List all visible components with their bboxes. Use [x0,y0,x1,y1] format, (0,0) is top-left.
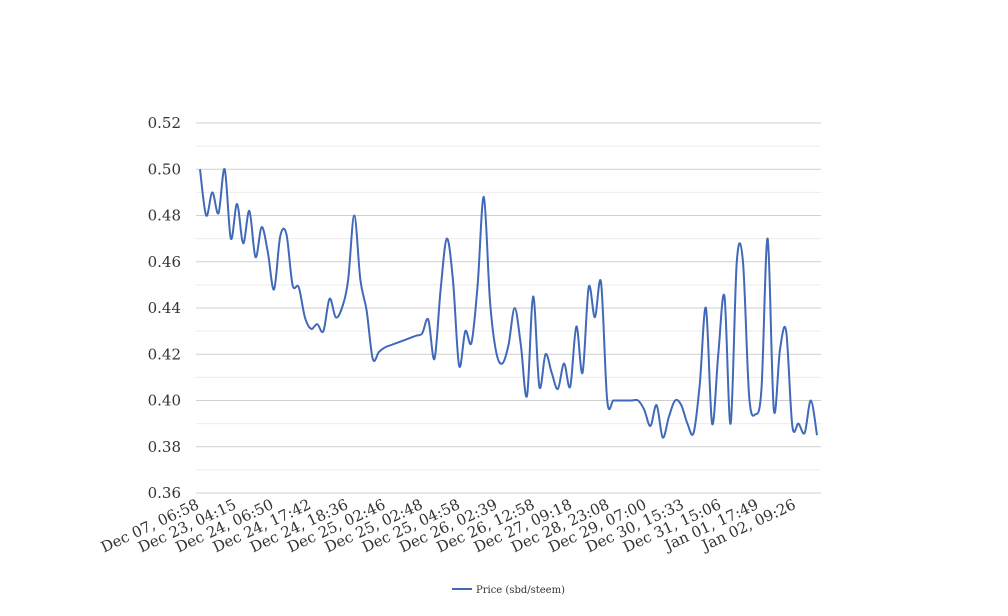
series-line [199,168,818,439]
grid-layer [196,122,821,494]
y-tick-label: 0.42 [148,345,181,363]
y-tick-label: 0.36 [148,484,181,502]
y-tick-label: 0.52 [148,114,181,132]
y-axis-ticks: 0.36 0.38 0.40 0.42 0.44 0.46 0.48 0.50 0.52 [148,114,181,502]
y-tick-label: 0.38 [148,438,181,456]
y-tick-label: 0.46 [148,253,181,271]
y-tick-label: 0.40 [148,392,181,410]
y-tick-label: 0.50 [148,160,181,178]
legend: Price (sbd/steem) [452,585,565,596]
series-layer [199,168,818,439]
y-tick-label: 0.48 [148,207,181,225]
legend-label: Price (sbd/steem) [476,585,565,596]
y-tick-label: 0.44 [148,299,181,317]
